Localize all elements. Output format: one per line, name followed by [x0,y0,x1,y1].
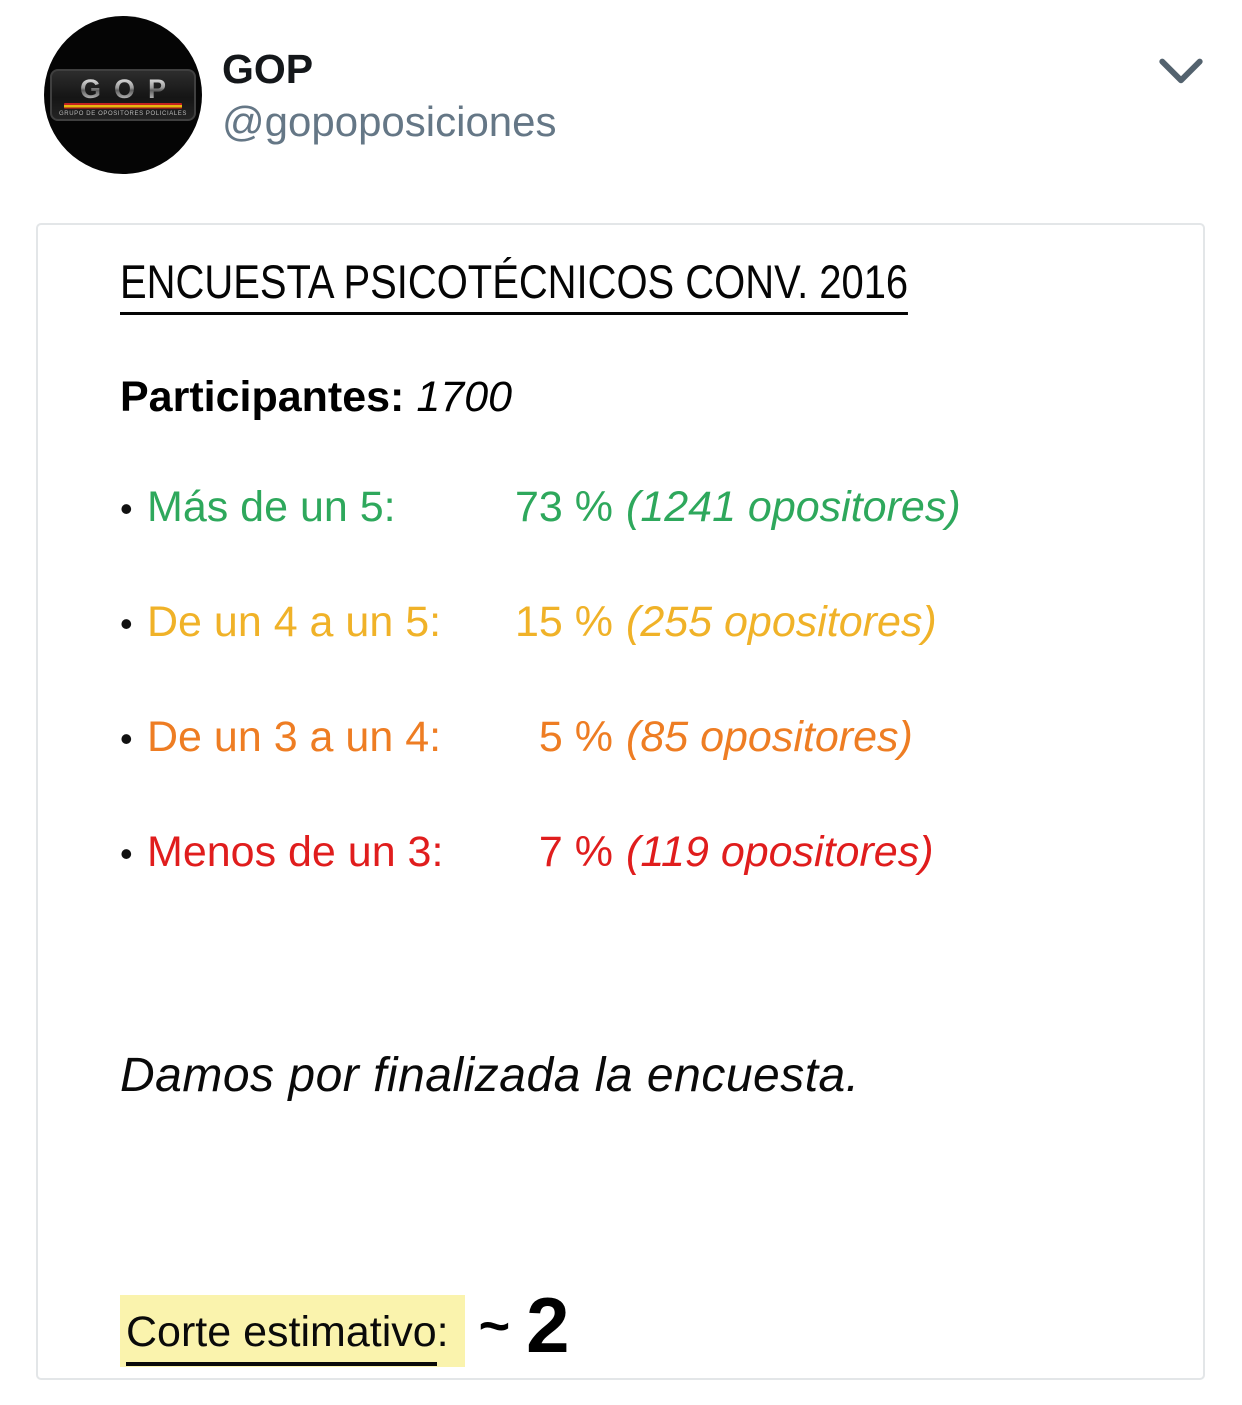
closing-note: Damos por finalizada la encuesta. [120,1049,860,1102]
result-detail: (85 opositores) [626,713,913,761]
poll-title: ENCUESTA PSICOTÉCNICOS CONV. 2016 [120,257,909,315]
result-label: Menos de un 3: [147,828,444,876]
tweet-image-card[interactable]: ENCUESTA PSICOTÉCNICOS CONV. 2016 Partic… [36,223,1205,1380]
result-percent: 73 % [514,483,613,531]
results-list: • Más de un 5: 73 % (1241 opositores) • … [120,483,1153,878]
result-label: Más de un 5: [147,483,396,531]
result-row: • Menos de un 3: 7 % (119 opositores) [120,828,1153,878]
result-label: De un 3 a un 4: [147,713,442,761]
result-detail: (119 opositores) [626,828,934,876]
bullet-icon: • [120,718,133,759]
result-percent: 7 % [538,828,613,876]
participants-value: 1700 [416,373,513,421]
cutoff-label: Corte estimativo [126,1308,437,1366]
bullet-icon: • [120,488,133,529]
result-detail: (255 opositores) [626,598,937,646]
result-percent: 5 % [538,713,613,761]
author-handle[interactable]: @gopoposiciones [222,98,557,145]
cutoff-colon: : [436,1308,449,1356]
result-detail: (1241 opositores) [626,483,961,531]
gop-logo-caption: GRUPO DE OPOSITORES POLICIALES [59,110,187,117]
result-row: • De un 4 a un 5: 15 % (255 opositores) [120,598,1153,648]
cutoff-approx-sign: ~ [478,1296,511,1356]
cutoff-value: 2 [526,1281,569,1369]
result-row: • Más de un 5: 73 % (1241 opositores) [120,483,1153,533]
bullet-icon: • [120,833,133,874]
author-name[interactable]: GOP [222,46,314,92]
tweet-header: GOP GRUPO DE OPOSITORES POLICIALES GOP @… [0,0,1242,223]
participants-line: Participantes: 1700 [120,373,1153,421]
cutoff-line: Corte estimativo: ~2 [120,1280,1153,1371]
chevron-down-icon[interactable] [1156,52,1206,92]
participants-label: Participantes: [120,373,405,421]
gop-logo: GOP GRUPO DE OPOSITORES POLICIALES [50,69,196,121]
result-label: De un 4 a un 5: [147,598,442,646]
avatar[interactable]: GOP GRUPO DE OPOSITORES POLICIALES [44,16,202,174]
cutoff-highlight: Corte estimativo: [120,1295,465,1367]
author-block: GOP @gopoposiciones [222,44,557,150]
gop-logo-letters: GOP [67,75,179,102]
result-percent: 15 % [514,598,613,646]
spain-flag-stripe [64,102,182,109]
result-row: • De un 3 a un 4: 5 % (85 opositores) [120,713,1153,763]
bullet-icon: • [120,603,133,644]
